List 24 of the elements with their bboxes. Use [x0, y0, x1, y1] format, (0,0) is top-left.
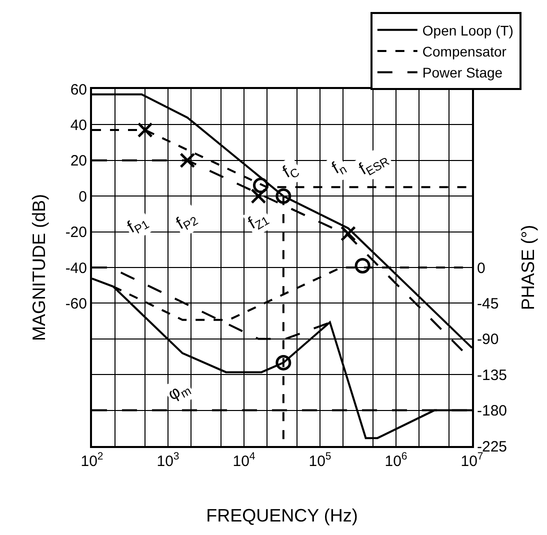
y-tick-label: 0	[78, 188, 87, 206]
y-tick-label: 40	[70, 116, 87, 134]
y-tick-label: -20	[65, 224, 87, 242]
y2-tick-label: -45	[477, 295, 499, 312]
y2-axis-title: PHASE (°)	[518, 224, 538, 310]
y-axis-title: MAGNITUDE (dB)	[29, 194, 50, 342]
legend-label: Power Stage	[422, 64, 503, 81]
x-tick-label: 10$^{4}$	[232, 450, 256, 470]
y2-tick-label: -90	[477, 331, 499, 348]
y-tick-label: -40	[65, 260, 87, 277]
x-tick-label: 10$^{2}$	[80, 450, 104, 470]
y2-tick-label: -180	[477, 402, 508, 420]
y-tick-label: -60	[65, 295, 87, 312]
y-tick-label: 60	[70, 81, 87, 98]
x-tick-label: 10$^{6}$	[384, 450, 408, 470]
y-tick-label: 20	[70, 152, 87, 170]
x-tick-label: 10$^{7}$	[460, 450, 484, 470]
x-tick-label: 10$^{5}$	[308, 450, 332, 470]
legend-label: Open Loop (T)	[422, 22, 514, 38]
y2-tick-label: -135	[477, 366, 508, 384]
x-tick-label: 10$^{3}$	[156, 450, 180, 470]
legend-label: Compensator	[422, 44, 507, 60]
y2-tick-label: 0	[477, 260, 486, 277]
x-axis-title: FREQUENCY (Hz)	[206, 506, 358, 526]
